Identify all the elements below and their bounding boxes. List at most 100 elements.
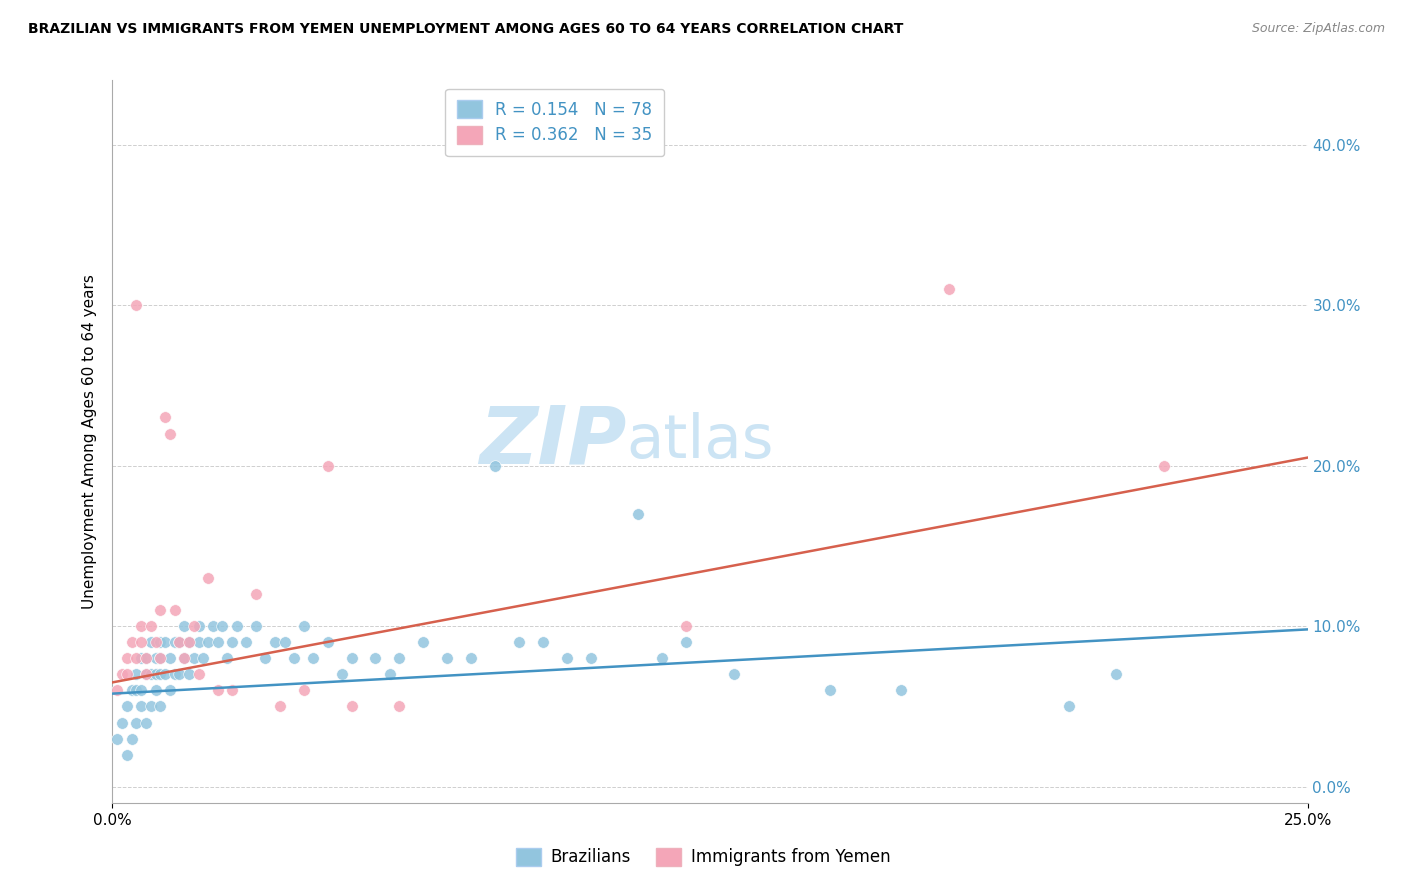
Point	[436, 651, 458, 665]
Point	[173, 651, 195, 665]
Point	[330, 667, 353, 681]
Point	[177, 635, 200, 649]
Point	[378, 667, 401, 681]
Point	[159, 683, 181, 698]
Point	[121, 683, 143, 698]
Point	[125, 651, 148, 665]
Point	[675, 619, 697, 633]
Point	[135, 667, 157, 681]
Point	[163, 603, 186, 617]
Text: ZIP: ZIP	[479, 402, 627, 481]
Point	[187, 667, 209, 681]
Point	[145, 683, 167, 698]
Point	[283, 651, 305, 665]
Point	[187, 619, 209, 633]
Point	[187, 635, 209, 649]
Point	[221, 635, 243, 649]
Point	[183, 619, 205, 633]
Point	[235, 635, 257, 649]
Point	[818, 683, 841, 698]
Y-axis label: Unemployment Among Ages 60 to 64 years: Unemployment Among Ages 60 to 64 years	[82, 274, 97, 609]
Point	[340, 651, 363, 665]
Point	[129, 619, 152, 633]
Point	[149, 667, 172, 681]
Point	[211, 619, 233, 633]
Point	[159, 426, 181, 441]
Text: atlas: atlas	[627, 412, 773, 471]
Point	[364, 651, 387, 665]
Point	[254, 651, 277, 665]
Point	[675, 635, 697, 649]
Point	[183, 651, 205, 665]
Legend: Brazilians, Immigrants from Yemen: Brazilians, Immigrants from Yemen	[508, 839, 898, 875]
Point	[316, 635, 339, 649]
Point	[145, 667, 167, 681]
Point	[460, 651, 482, 665]
Point	[225, 619, 247, 633]
Point	[388, 699, 411, 714]
Legend: R = 0.154   N = 78, R = 0.362   N = 35: R = 0.154 N = 78, R = 0.362 N = 35	[446, 88, 664, 156]
Point	[105, 731, 128, 746]
Point	[145, 635, 167, 649]
Point	[245, 587, 267, 601]
Point	[169, 635, 191, 649]
Point	[135, 667, 157, 681]
Point	[111, 667, 134, 681]
Point	[125, 683, 148, 698]
Point	[531, 635, 554, 649]
Point	[115, 651, 138, 665]
Point	[121, 731, 143, 746]
Point	[125, 298, 148, 312]
Point	[264, 635, 287, 649]
Point	[1105, 667, 1128, 681]
Point	[135, 715, 157, 730]
Point	[292, 619, 315, 633]
Point	[115, 699, 138, 714]
Point	[139, 699, 162, 714]
Point	[115, 667, 138, 681]
Point	[149, 651, 172, 665]
Point	[1153, 458, 1175, 473]
Point	[149, 651, 172, 665]
Text: Source: ZipAtlas.com: Source: ZipAtlas.com	[1251, 22, 1385, 36]
Point	[111, 715, 134, 730]
Point	[627, 507, 650, 521]
Point	[129, 683, 152, 698]
Point	[135, 651, 157, 665]
Point	[1057, 699, 1080, 714]
Point	[723, 667, 745, 681]
Point	[197, 571, 219, 585]
Point	[129, 635, 152, 649]
Point	[302, 651, 325, 665]
Point	[149, 603, 172, 617]
Point	[125, 715, 148, 730]
Text: BRAZILIAN VS IMMIGRANTS FROM YEMEN UNEMPLOYMENT AMONG AGES 60 TO 64 YEARS CORREL: BRAZILIAN VS IMMIGRANTS FROM YEMEN UNEMP…	[28, 22, 904, 37]
Point	[159, 651, 181, 665]
Point	[388, 651, 411, 665]
Point	[139, 667, 162, 681]
Point	[201, 619, 224, 633]
Point	[207, 683, 229, 698]
Point	[177, 667, 200, 681]
Point	[129, 651, 152, 665]
Point	[484, 458, 506, 473]
Point	[579, 651, 602, 665]
Point	[145, 651, 167, 665]
Point	[217, 651, 239, 665]
Point	[139, 635, 162, 649]
Point	[292, 683, 315, 698]
Point	[149, 699, 172, 714]
Point	[340, 699, 363, 714]
Point	[105, 683, 128, 698]
Point	[207, 635, 229, 649]
Point	[412, 635, 434, 649]
Point	[169, 635, 191, 649]
Point	[153, 667, 176, 681]
Point	[890, 683, 912, 698]
Point	[177, 635, 200, 649]
Point	[153, 410, 176, 425]
Point	[197, 635, 219, 649]
Point	[193, 651, 215, 665]
Point	[153, 635, 176, 649]
Point	[173, 619, 195, 633]
